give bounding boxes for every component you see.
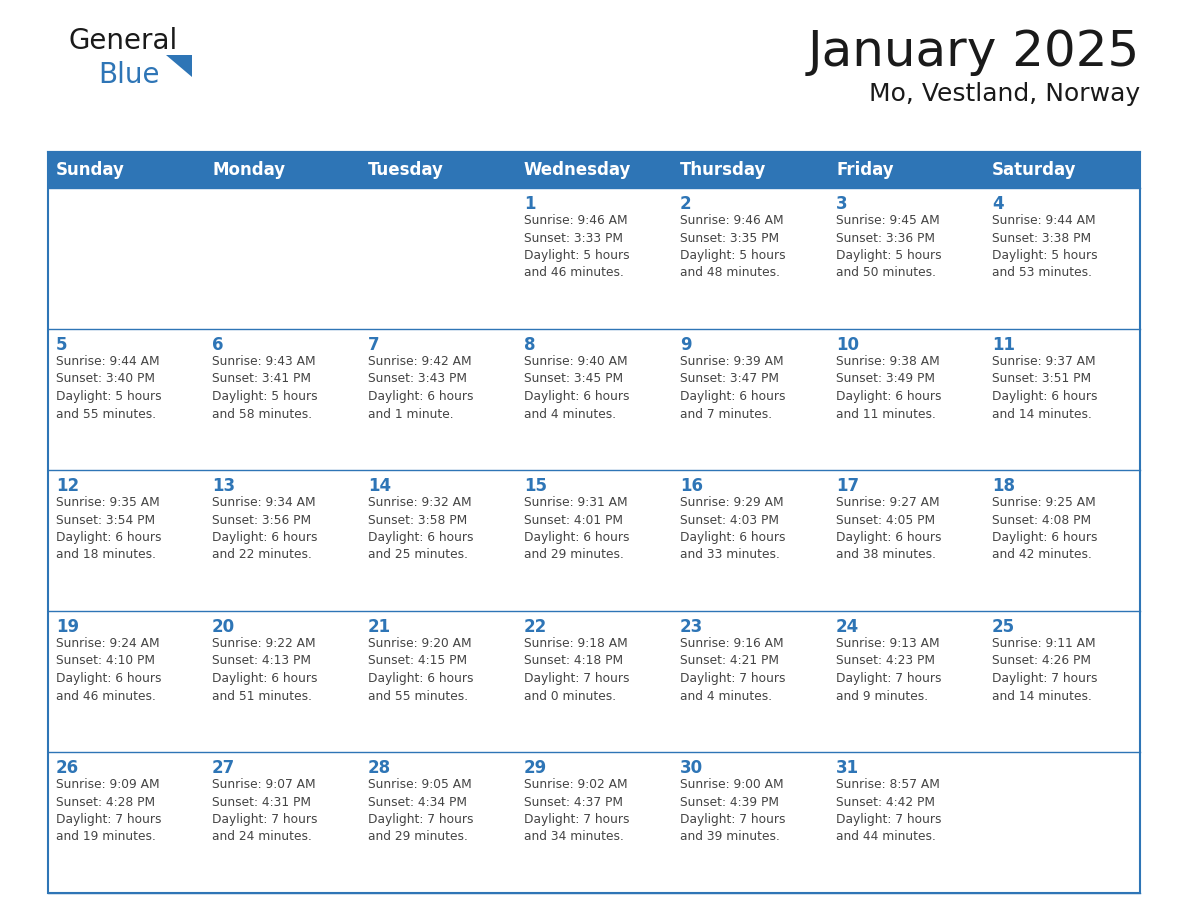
Text: 5: 5 bbox=[56, 336, 68, 354]
Text: Sunday: Sunday bbox=[56, 161, 125, 179]
Text: 2: 2 bbox=[680, 195, 691, 213]
Text: Sunrise: 9:44 AM
Sunset: 3:40 PM
Daylight: 5 hours
and 55 minutes.: Sunrise: 9:44 AM Sunset: 3:40 PM Dayligh… bbox=[56, 355, 162, 420]
Text: January 2025: January 2025 bbox=[808, 28, 1140, 76]
Text: 23: 23 bbox=[680, 618, 703, 636]
Text: Sunrise: 9:39 AM
Sunset: 3:47 PM
Daylight: 6 hours
and 7 minutes.: Sunrise: 9:39 AM Sunset: 3:47 PM Dayligh… bbox=[680, 355, 785, 420]
Text: 17: 17 bbox=[836, 477, 859, 495]
Text: 10: 10 bbox=[836, 336, 859, 354]
Text: 12: 12 bbox=[56, 477, 80, 495]
Text: Tuesday: Tuesday bbox=[368, 161, 444, 179]
Text: 24: 24 bbox=[836, 618, 859, 636]
Bar bbox=[48, 611, 1140, 752]
Text: Mo, Vestland, Norway: Mo, Vestland, Norway bbox=[868, 82, 1140, 106]
Text: Sunrise: 9:09 AM
Sunset: 4:28 PM
Daylight: 7 hours
and 19 minutes.: Sunrise: 9:09 AM Sunset: 4:28 PM Dayligh… bbox=[56, 778, 162, 844]
Text: Sunrise: 9:31 AM
Sunset: 4:01 PM
Daylight: 6 hours
and 29 minutes.: Sunrise: 9:31 AM Sunset: 4:01 PM Dayligh… bbox=[524, 496, 630, 562]
Text: Sunrise: 9:13 AM
Sunset: 4:23 PM
Daylight: 7 hours
and 9 minutes.: Sunrise: 9:13 AM Sunset: 4:23 PM Dayligh… bbox=[836, 637, 942, 702]
Text: 11: 11 bbox=[992, 336, 1015, 354]
Text: 21: 21 bbox=[368, 618, 391, 636]
Text: 19: 19 bbox=[56, 618, 80, 636]
Bar bbox=[48, 152, 1140, 893]
Text: Sunrise: 9:45 AM
Sunset: 3:36 PM
Daylight: 5 hours
and 50 minutes.: Sunrise: 9:45 AM Sunset: 3:36 PM Dayligh… bbox=[836, 214, 942, 279]
Text: Sunrise: 9:40 AM
Sunset: 3:45 PM
Daylight: 6 hours
and 4 minutes.: Sunrise: 9:40 AM Sunset: 3:45 PM Dayligh… bbox=[524, 355, 630, 420]
Bar bbox=[48, 470, 1140, 611]
Text: Sunrise: 9:34 AM
Sunset: 3:56 PM
Daylight: 6 hours
and 22 minutes.: Sunrise: 9:34 AM Sunset: 3:56 PM Dayligh… bbox=[211, 496, 317, 562]
Text: Sunrise: 9:07 AM
Sunset: 4:31 PM
Daylight: 7 hours
and 24 minutes.: Sunrise: 9:07 AM Sunset: 4:31 PM Dayligh… bbox=[211, 778, 317, 844]
Text: Sunrise: 9:37 AM
Sunset: 3:51 PM
Daylight: 6 hours
and 14 minutes.: Sunrise: 9:37 AM Sunset: 3:51 PM Dayligh… bbox=[992, 355, 1098, 420]
Text: Sunrise: 9:27 AM
Sunset: 4:05 PM
Daylight: 6 hours
and 38 minutes.: Sunrise: 9:27 AM Sunset: 4:05 PM Dayligh… bbox=[836, 496, 942, 562]
Text: Wednesday: Wednesday bbox=[524, 161, 631, 179]
Text: Sunrise: 9:46 AM
Sunset: 3:35 PM
Daylight: 5 hours
and 48 minutes.: Sunrise: 9:46 AM Sunset: 3:35 PM Dayligh… bbox=[680, 214, 785, 279]
Text: Sunrise: 9:29 AM
Sunset: 4:03 PM
Daylight: 6 hours
and 33 minutes.: Sunrise: 9:29 AM Sunset: 4:03 PM Dayligh… bbox=[680, 496, 785, 562]
Text: 29: 29 bbox=[524, 759, 548, 777]
Text: Sunrise: 9:35 AM
Sunset: 3:54 PM
Daylight: 6 hours
and 18 minutes.: Sunrise: 9:35 AM Sunset: 3:54 PM Dayligh… bbox=[56, 496, 162, 562]
Text: Saturday: Saturday bbox=[992, 161, 1076, 179]
Text: 7: 7 bbox=[368, 336, 380, 354]
Text: Sunrise: 9:32 AM
Sunset: 3:58 PM
Daylight: 6 hours
and 25 minutes.: Sunrise: 9:32 AM Sunset: 3:58 PM Dayligh… bbox=[368, 496, 474, 562]
Text: 13: 13 bbox=[211, 477, 235, 495]
Text: Sunrise: 9:20 AM
Sunset: 4:15 PM
Daylight: 6 hours
and 55 minutes.: Sunrise: 9:20 AM Sunset: 4:15 PM Dayligh… bbox=[368, 637, 474, 702]
Text: 9: 9 bbox=[680, 336, 691, 354]
Text: 20: 20 bbox=[211, 618, 235, 636]
Text: Sunrise: 9:46 AM
Sunset: 3:33 PM
Daylight: 5 hours
and 46 minutes.: Sunrise: 9:46 AM Sunset: 3:33 PM Dayligh… bbox=[524, 214, 630, 279]
Polygon shape bbox=[166, 55, 192, 77]
Text: Sunrise: 9:02 AM
Sunset: 4:37 PM
Daylight: 7 hours
and 34 minutes.: Sunrise: 9:02 AM Sunset: 4:37 PM Dayligh… bbox=[524, 778, 630, 844]
Text: Sunrise: 9:05 AM
Sunset: 4:34 PM
Daylight: 7 hours
and 29 minutes.: Sunrise: 9:05 AM Sunset: 4:34 PM Dayligh… bbox=[368, 778, 474, 844]
Text: Sunrise: 9:43 AM
Sunset: 3:41 PM
Daylight: 5 hours
and 58 minutes.: Sunrise: 9:43 AM Sunset: 3:41 PM Dayligh… bbox=[211, 355, 317, 420]
Text: Blue: Blue bbox=[97, 61, 159, 89]
Text: 1: 1 bbox=[524, 195, 536, 213]
Text: 18: 18 bbox=[992, 477, 1015, 495]
Text: 26: 26 bbox=[56, 759, 80, 777]
Text: General: General bbox=[68, 27, 177, 55]
Text: 31: 31 bbox=[836, 759, 859, 777]
Text: Thursday: Thursday bbox=[680, 161, 766, 179]
Text: Sunrise: 9:44 AM
Sunset: 3:38 PM
Daylight: 5 hours
and 53 minutes.: Sunrise: 9:44 AM Sunset: 3:38 PM Dayligh… bbox=[992, 214, 1098, 279]
Text: Sunrise: 9:16 AM
Sunset: 4:21 PM
Daylight: 7 hours
and 4 minutes.: Sunrise: 9:16 AM Sunset: 4:21 PM Dayligh… bbox=[680, 637, 785, 702]
Bar bbox=[48, 329, 1140, 470]
Bar bbox=[48, 752, 1140, 893]
Text: Sunrise: 9:18 AM
Sunset: 4:18 PM
Daylight: 7 hours
and 0 minutes.: Sunrise: 9:18 AM Sunset: 4:18 PM Dayligh… bbox=[524, 637, 630, 702]
Text: 25: 25 bbox=[992, 618, 1015, 636]
Text: Sunrise: 9:24 AM
Sunset: 4:10 PM
Daylight: 6 hours
and 46 minutes.: Sunrise: 9:24 AM Sunset: 4:10 PM Dayligh… bbox=[56, 637, 162, 702]
Text: Sunrise: 9:22 AM
Sunset: 4:13 PM
Daylight: 6 hours
and 51 minutes.: Sunrise: 9:22 AM Sunset: 4:13 PM Dayligh… bbox=[211, 637, 317, 702]
Text: Sunrise: 9:11 AM
Sunset: 4:26 PM
Daylight: 7 hours
and 14 minutes.: Sunrise: 9:11 AM Sunset: 4:26 PM Dayligh… bbox=[992, 637, 1098, 702]
Text: 27: 27 bbox=[211, 759, 235, 777]
Bar bbox=[48, 152, 1140, 188]
Text: 28: 28 bbox=[368, 759, 391, 777]
Text: 15: 15 bbox=[524, 477, 546, 495]
Text: 6: 6 bbox=[211, 336, 223, 354]
Text: 30: 30 bbox=[680, 759, 703, 777]
Text: 16: 16 bbox=[680, 477, 703, 495]
Text: Sunrise: 9:00 AM
Sunset: 4:39 PM
Daylight: 7 hours
and 39 minutes.: Sunrise: 9:00 AM Sunset: 4:39 PM Dayligh… bbox=[680, 778, 785, 844]
Text: Sunrise: 9:25 AM
Sunset: 4:08 PM
Daylight: 6 hours
and 42 minutes.: Sunrise: 9:25 AM Sunset: 4:08 PM Dayligh… bbox=[992, 496, 1098, 562]
Text: 8: 8 bbox=[524, 336, 536, 354]
Text: 4: 4 bbox=[992, 195, 1004, 213]
Text: 3: 3 bbox=[836, 195, 847, 213]
Text: Sunrise: 8:57 AM
Sunset: 4:42 PM
Daylight: 7 hours
and 44 minutes.: Sunrise: 8:57 AM Sunset: 4:42 PM Dayligh… bbox=[836, 778, 942, 844]
Text: Friday: Friday bbox=[836, 161, 893, 179]
Text: Monday: Monday bbox=[211, 161, 285, 179]
Bar bbox=[48, 188, 1140, 329]
Text: 14: 14 bbox=[368, 477, 391, 495]
Text: Sunrise: 9:42 AM
Sunset: 3:43 PM
Daylight: 6 hours
and 1 minute.: Sunrise: 9:42 AM Sunset: 3:43 PM Dayligh… bbox=[368, 355, 474, 420]
Text: 22: 22 bbox=[524, 618, 548, 636]
Text: Sunrise: 9:38 AM
Sunset: 3:49 PM
Daylight: 6 hours
and 11 minutes.: Sunrise: 9:38 AM Sunset: 3:49 PM Dayligh… bbox=[836, 355, 942, 420]
